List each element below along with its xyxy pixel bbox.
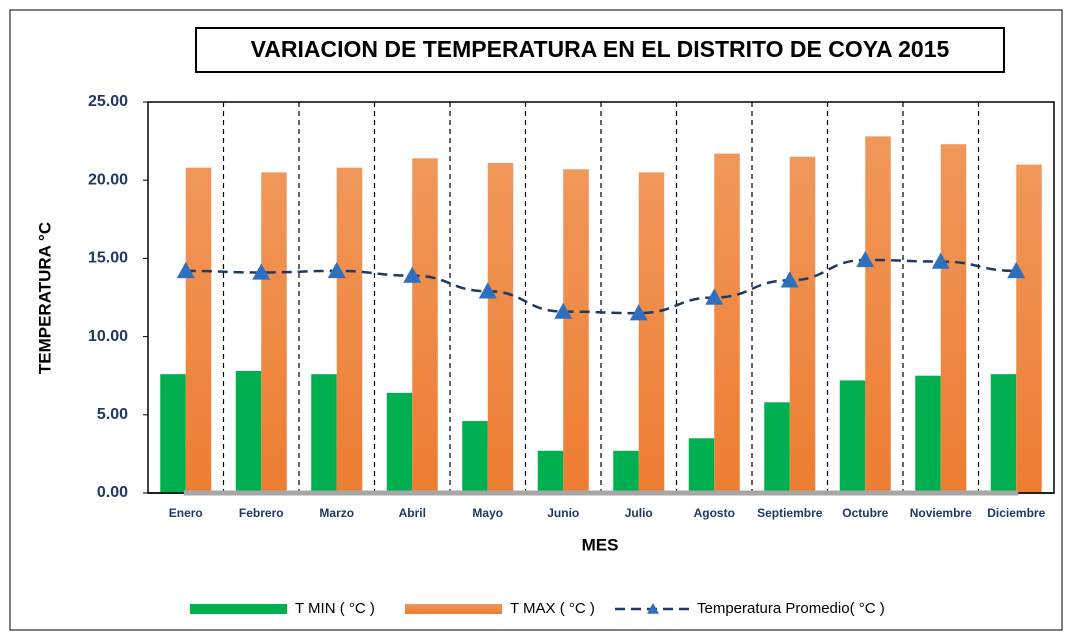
x-tick-label: Enero [169,506,203,520]
legend-label: T MIN ( °C ) [295,600,375,617]
title-box [195,27,1005,73]
chart-border [9,9,1063,631]
bar [160,374,186,493]
bar [613,450,639,493]
bar [386,392,413,493]
x-tick-label: Agosto [694,506,735,520]
bar [789,156,816,494]
line-marker [252,263,271,280]
bar [311,374,337,493]
x-axis-label: MES [582,535,619,554]
bar [865,136,891,493]
bar [688,438,715,493]
bar [839,380,866,493]
bar [915,375,941,493]
bar [563,169,589,493]
bar [537,450,564,493]
bar [412,158,438,493]
y-tick-label: 5.00 [97,406,128,423]
x-tick-label: Febrero [239,506,284,520]
y-tick-label: 0.00 [97,484,128,501]
bar [1016,164,1042,493]
x-tick-label: Junio [547,506,579,520]
line-marker [780,271,799,288]
bar [638,172,665,493]
y-tick-label: 15.00 [88,250,128,267]
line-marker [705,288,724,305]
y-tick-label: 10.00 [88,328,128,345]
line-marker [554,302,573,319]
bar [714,153,740,493]
line-marker [856,250,875,268]
bar [764,402,790,493]
bar [336,167,363,494]
x-tick-label: Diciembre [987,506,1045,520]
line-marker [327,261,346,279]
y-tick-label: 25.00 [88,93,128,110]
bar [462,421,488,493]
legend-marker [647,603,659,614]
bar [940,144,967,493]
y-axis-label: TEMPERATURA °C [35,222,54,374]
line-marker [931,252,950,269]
x-tick-label: Julio [625,506,653,520]
y-tick-label: 20.00 [88,171,128,188]
chart-title: VARIACION DE TEMPERATURA EN EL DISTRITO … [251,36,950,62]
bar [235,371,262,493]
line-marker [176,261,195,279]
bar [990,374,1017,493]
line-marker [629,304,648,321]
legend-label: T MAX ( °C ) [510,600,595,617]
legend-swatch [190,604,287,614]
x-tick-label: Mayo [472,506,503,520]
x-tick-label: Octubre [842,506,888,520]
bar [185,167,212,494]
line-marker [478,282,497,299]
bar [487,162,514,493]
x-tick-label: Septiembre [757,506,823,520]
x-tick-label: Abril [399,506,426,520]
line-marker [403,266,422,283]
x-tick-label: Noviembre [910,506,972,520]
legend-label: Temperatura Promedio( °C ) [697,600,885,617]
x-tick-label: Marzo [319,506,354,520]
bar [261,172,287,493]
legend-swatch [405,604,502,614]
line-marker [1007,261,1026,279]
